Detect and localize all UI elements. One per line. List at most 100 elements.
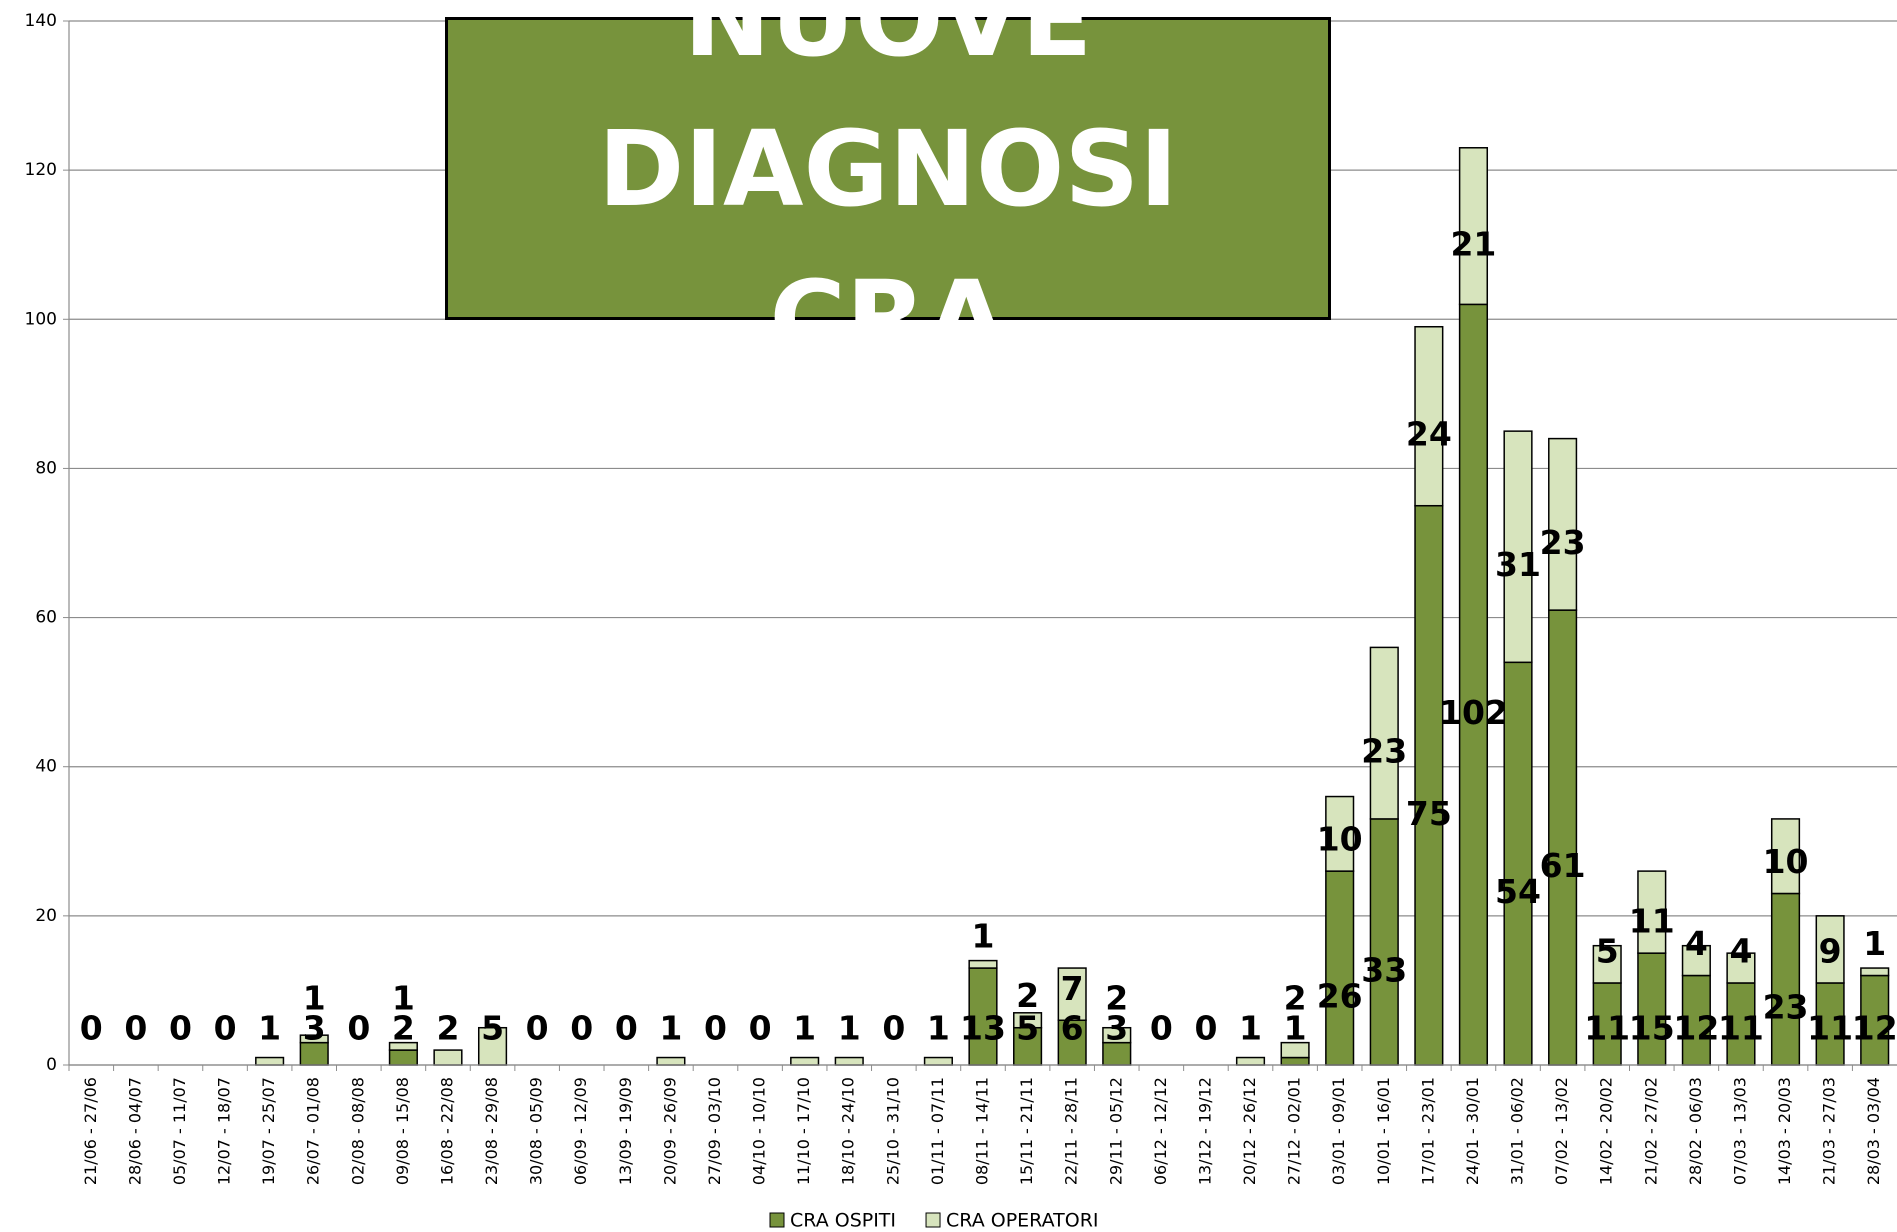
data-label: 2 — [392, 1009, 415, 1048]
x-tick-label: 28/02 - 06/03 — [1686, 1077, 1705, 1185]
x-tick-label: 29/11 - 05/12 — [1106, 1077, 1125, 1185]
data-label: 11 — [1629, 902, 1675, 941]
data-label: 0 — [749, 1009, 772, 1048]
data-label: 4 — [1729, 931, 1752, 970]
x-tick-label: 16/08 - 22/08 — [437, 1077, 456, 1185]
x-tick-label: 13/12 - 19/12 — [1195, 1077, 1214, 1185]
bar — [1458, 303, 1489, 1066]
x-tick-label: 27/09 - 03/10 — [705, 1077, 724, 1185]
bar — [255, 1056, 285, 1066]
data-label: 7 — [1061, 969, 1084, 1008]
y-tick-label: 40 — [35, 757, 57, 777]
data-label: 0 — [347, 1009, 370, 1048]
data-label: 1 — [258, 1009, 281, 1048]
bar — [1235, 1056, 1266, 1066]
x-tick-label: 01/11 - 07/11 — [928, 1077, 947, 1185]
x-tick-label: 14/02 - 20/02 — [1597, 1077, 1616, 1185]
data-label: 26 — [1317, 977, 1363, 1016]
data-label: 0 — [526, 1009, 549, 1048]
x-tick-label: 27/12 - 02/01 — [1285, 1077, 1304, 1185]
data-label: 0 — [704, 1009, 727, 1048]
legend-label: CRA OPERATORI — [946, 1210, 1098, 1232]
data-label: 3 — [1105, 1009, 1128, 1048]
data-label: 0 — [214, 1009, 237, 1048]
x-tick-label: 28/06 - 04/07 — [125, 1077, 144, 1185]
legend-swatch — [925, 1212, 941, 1228]
data-label: 31 — [1495, 545, 1541, 584]
data-label: 3 — [303, 1009, 326, 1048]
x-tick-label: 23/08 - 29/08 — [482, 1077, 501, 1185]
bar — [299, 1034, 329, 1044]
x-tick-label: 25/10 - 31/10 — [883, 1077, 902, 1185]
bar — [1726, 952, 1756, 984]
data-label: 11 — [1807, 1009, 1853, 1048]
x-tick-label: 14/03 - 20/03 — [1775, 1077, 1794, 1185]
data-label: 0 — [80, 1009, 103, 1048]
x-tick-label: 05/07 - 11/07 — [170, 1077, 189, 1185]
data-label: 1 — [972, 917, 995, 956]
data-label: 5 — [1596, 931, 1619, 970]
x-tick-label: 20/09 - 26/09 — [660, 1077, 679, 1185]
x-tick-label: 18/10 - 24/10 — [839, 1077, 858, 1185]
y-tick-label: 60 — [35, 608, 57, 628]
bar — [790, 1056, 820, 1066]
data-label: 1 — [1284, 1009, 1307, 1048]
x-tick-label: 24/01 - 30/01 — [1463, 1077, 1482, 1185]
y-tick-label: 120 — [25, 160, 57, 180]
x-tick-label: 22/11 - 28/11 — [1062, 1077, 1081, 1185]
data-label: 102 — [1439, 693, 1508, 732]
x-tick-label: 19/07 - 25/07 — [259, 1077, 278, 1185]
data-label: 0 — [1194, 1009, 1217, 1048]
data-label: 11 — [1584, 1009, 1630, 1048]
bar — [1013, 1012, 1043, 1029]
data-label: 54 — [1495, 872, 1541, 911]
data-label: 5 — [481, 1009, 504, 1048]
bar — [1369, 646, 1399, 820]
legend-swatch — [769, 1212, 785, 1228]
bar — [1325, 795, 1355, 872]
data-label: 61 — [1540, 846, 1586, 885]
data-label: 0 — [570, 1009, 593, 1048]
bar — [1637, 952, 1667, 1066]
x-tick-label: 12/07 - 18/07 — [215, 1077, 234, 1185]
x-tick-label: 28/03 - 03/04 — [1864, 1077, 1883, 1185]
x-tick-label: 03/01 - 09/01 — [1329, 1077, 1348, 1185]
y-tick-label: 80 — [35, 458, 57, 478]
bar — [1414, 504, 1444, 1066]
data-label: 75 — [1406, 794, 1452, 833]
x-tick-label: 11/10 - 17/10 — [794, 1077, 813, 1185]
x-tick-label: 30/08 - 05/09 — [527, 1077, 546, 1185]
bar — [1458, 147, 1489, 306]
data-label: 23 — [1361, 732, 1407, 771]
data-label: 1 — [659, 1009, 682, 1048]
data-label: 12 — [1673, 1009, 1719, 1048]
data-label: 23 — [1763, 988, 1809, 1027]
data-label: 1 — [1239, 1009, 1262, 1048]
bar — [1057, 967, 1087, 1022]
data-label: 10 — [1317, 820, 1363, 859]
x-tick-label: 07/03 - 13/03 — [1730, 1077, 1749, 1185]
data-label: 33 — [1361, 950, 1407, 989]
bar — [834, 1056, 864, 1066]
data-label: 1 — [927, 1009, 950, 1048]
data-label: 9 — [1819, 931, 1842, 970]
bar — [388, 1049, 418, 1066]
bar — [656, 1056, 686, 1066]
data-label: 0 — [615, 1009, 638, 1048]
bar — [1681, 944, 1711, 977]
x-tick-label: 20/12 - 26/12 — [1240, 1077, 1259, 1185]
data-label: 2 — [1016, 976, 1039, 1015]
y-tick-label: 100 — [25, 309, 57, 329]
x-tick-label: 06/12 - 12/12 — [1151, 1077, 1170, 1185]
x-tick-label: 31/01 - 06/02 — [1508, 1077, 1527, 1185]
bar — [1325, 870, 1355, 1066]
data-label: 1 — [793, 1009, 816, 1048]
data-label: 13 — [960, 1009, 1006, 1048]
data-label: 4 — [1685, 924, 1708, 963]
x-tick-label: 21/03 - 27/03 — [1820, 1077, 1839, 1185]
x-tick-label: 15/11 - 21/11 — [1017, 1077, 1036, 1185]
bar — [1637, 870, 1667, 954]
data-label: 0 — [1150, 1009, 1173, 1048]
data-label: 2 — [1284, 979, 1307, 1018]
